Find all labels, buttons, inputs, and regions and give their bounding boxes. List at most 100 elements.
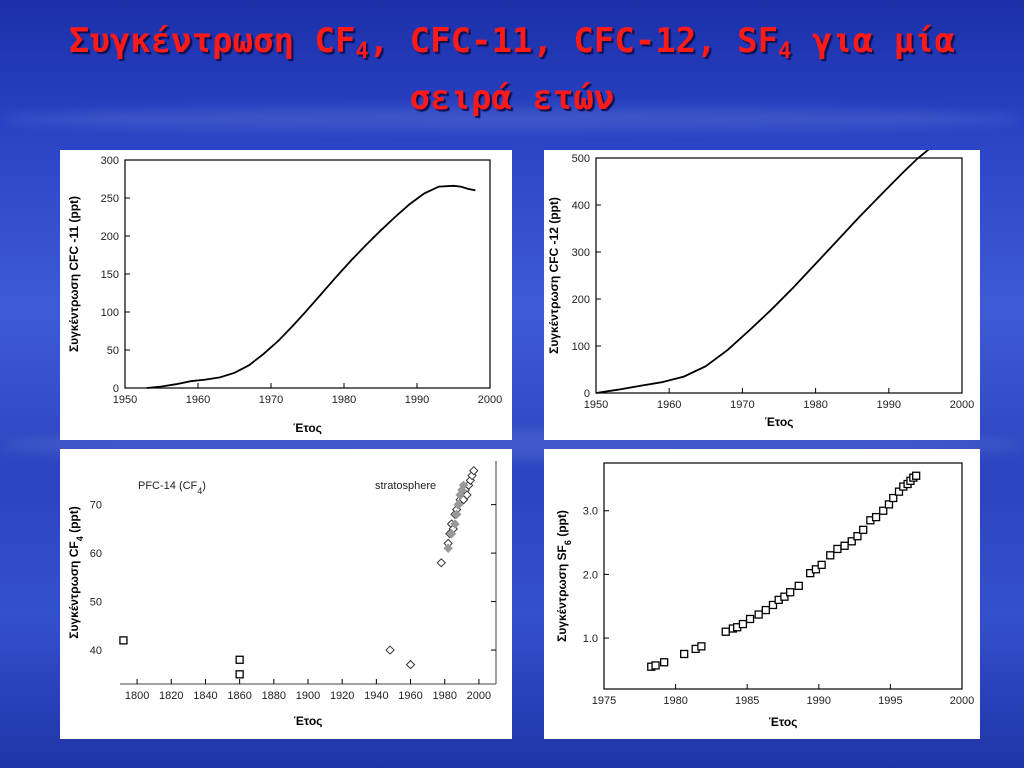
y-tick-label: 250 bbox=[101, 193, 119, 205]
data-point-diamond bbox=[436, 558, 447, 568]
y-axis-label: Συγκέντρωση CFC -12 (ppt) bbox=[547, 197, 561, 354]
data-point-square bbox=[879, 506, 888, 515]
y-axis-label: Συγκέντρωση SF6 (ppt) bbox=[555, 510, 573, 642]
y-tick-label: 100 bbox=[572, 341, 590, 353]
data-point-square bbox=[697, 642, 706, 651]
data-point-square bbox=[738, 619, 748, 629]
cf4-chart: 1800 1820 1840 1860 1880 1900 1920 1940 1960 1980… bbox=[67, 461, 497, 728]
data-point-diamond bbox=[453, 499, 464, 510]
x-tick-label: 1995 bbox=[878, 695, 902, 707]
data-point-square bbox=[840, 541, 849, 550]
series-line bbox=[595, 150, 930, 394]
data-point-square bbox=[912, 471, 921, 480]
x-axis-label: Έτος bbox=[765, 415, 794, 429]
x-tick-label: 1960 bbox=[657, 399, 681, 411]
data-point-square bbox=[847, 537, 856, 546]
x-axis-label: Έτος bbox=[769, 715, 798, 729]
x-tick-label: 2000 bbox=[950, 695, 974, 707]
x-tick-label: 1990 bbox=[877, 399, 901, 411]
x-tick-label: 1975 bbox=[592, 695, 616, 707]
y-axis-label-subscript: 4 bbox=[75, 536, 85, 541]
data-point-diamond bbox=[451, 509, 462, 520]
y-tick-label: 150 bbox=[101, 269, 119, 281]
sf6-chart: 1975 1980 1985 1990 1995 2000 1.0 2.0 3.0 Έτος Συγ… bbox=[555, 462, 974, 729]
x-tick-label: 2000 bbox=[478, 394, 502, 406]
y-axis-label-unit: (ppt) bbox=[555, 510, 569, 540]
y-tick-label: 0 bbox=[113, 383, 119, 395]
data-point-diamond bbox=[469, 465, 479, 476]
x-axis-label: Έτος bbox=[294, 714, 323, 728]
y-axis-label-text: Συγκέντρωση SF bbox=[555, 545, 569, 642]
cfc12-chart: 1950 1960 1970 1980 1990 2000 0 100 200 300 400 500… bbox=[547, 150, 974, 429]
y-tick-label: 3.0 bbox=[583, 506, 598, 518]
chart-title-text: PFC-14 (CF bbox=[138, 480, 198, 492]
x-tick-label: 1860 bbox=[227, 690, 251, 702]
x-tick-label: 1990 bbox=[807, 695, 831, 707]
data-point-diamond bbox=[385, 645, 395, 655]
y-tick-label: 300 bbox=[101, 155, 119, 167]
x-tick-label: 1800 bbox=[125, 690, 149, 702]
data-point-square bbox=[833, 544, 842, 554]
data-point-square bbox=[721, 627, 730, 636]
x-tick-label: 1920 bbox=[330, 690, 354, 702]
chart-panel-sf6: 1975 1980 1985 1990 1995 2000 1.0 2.0 3.0 Έτος Συγ… bbox=[544, 449, 980, 739]
y-axis-label-subscript: 6 bbox=[563, 540, 573, 545]
data-point-square bbox=[871, 512, 881, 522]
data-point-square bbox=[659, 658, 669, 667]
title-line-2: σειρά ετών bbox=[409, 78, 615, 118]
y-tick-label: 100 bbox=[101, 307, 119, 319]
chart-panel-cf4: 1800 1820 1840 1860 1880 1900 1920 1940 1960 1980… bbox=[60, 449, 512, 739]
data-point-square bbox=[884, 500, 894, 509]
x-tick-label: 2000 bbox=[950, 399, 974, 411]
background-streak bbox=[0, 108, 1024, 130]
y-axis-label-text: Συγκέντρωση CF bbox=[67, 541, 81, 638]
data-point-square bbox=[811, 565, 821, 574]
y-tick-label: 400 bbox=[572, 200, 590, 212]
y-tick-label: 300 bbox=[572, 247, 590, 259]
data-point-square bbox=[794, 581, 803, 591]
y-axis-label: Συγκέντρωση CFC -11 (ppt) bbox=[67, 196, 81, 352]
chart-title-subscript: 4 bbox=[197, 486, 202, 496]
x-tick-label: 1950 bbox=[113, 394, 137, 406]
data-point-square bbox=[786, 588, 795, 597]
x-axis-label: Έτος bbox=[293, 421, 322, 435]
x-tick-label: 1960 bbox=[186, 394, 210, 406]
x-tick-label: 1840 bbox=[193, 690, 217, 702]
data-point-diamond bbox=[405, 659, 416, 670]
data-point-square bbox=[754, 610, 763, 619]
plot-frame bbox=[124, 159, 491, 389]
data-point-square bbox=[119, 636, 128, 645]
x-tick-label: 1970 bbox=[259, 394, 283, 406]
x-tick-label: 1985 bbox=[735, 695, 759, 707]
data-point-diamond bbox=[446, 529, 457, 539]
x-tick-label: 1960 bbox=[398, 690, 422, 702]
data-point-square bbox=[235, 670, 244, 679]
x-tick-label: 1990 bbox=[405, 394, 429, 406]
y-tick-label: 0 bbox=[584, 388, 590, 400]
plot-frame bbox=[595, 157, 963, 394]
x-tick-label: 1900 bbox=[296, 690, 320, 702]
data-point-diamond bbox=[443, 543, 453, 553]
x-tick-label: 1980 bbox=[803, 399, 827, 411]
plot-frame bbox=[603, 462, 963, 690]
y-tick-label: 1.0 bbox=[583, 633, 598, 645]
y-tick-label: 200 bbox=[572, 294, 590, 306]
y-tick-label: 50 bbox=[107, 345, 119, 357]
chart-title-end: ) bbox=[202, 480, 206, 492]
x-tick-label: 1980 bbox=[432, 690, 456, 702]
chart-panel-cfc12: 1950 1960 1970 1980 1990 2000 0 100 200 300 400 500… bbox=[544, 150, 980, 440]
slide-title: Συγκέντρωση CF4, CFC-11, CFC-12, SF4 για… bbox=[0, 18, 1024, 121]
x-tick-label: 1940 bbox=[364, 690, 388, 702]
series-line bbox=[146, 184, 476, 389]
y-axis-label: Συγκέντρωση CF4 (ppt) bbox=[67, 506, 85, 638]
x-tick-label: 1980 bbox=[663, 695, 687, 707]
y-axis-label-unit: (ppt) bbox=[67, 506, 81, 536]
data-point-diamond bbox=[462, 490, 472, 500]
x-tick-label: 1880 bbox=[262, 690, 286, 702]
data-point-square bbox=[826, 551, 835, 560]
data-point-square bbox=[853, 532, 862, 541]
y-tick-label: 60 bbox=[90, 548, 102, 560]
data-point-square bbox=[761, 605, 770, 615]
y-tick-label: 50 bbox=[90, 597, 102, 609]
data-point-square bbox=[894, 487, 904, 496]
